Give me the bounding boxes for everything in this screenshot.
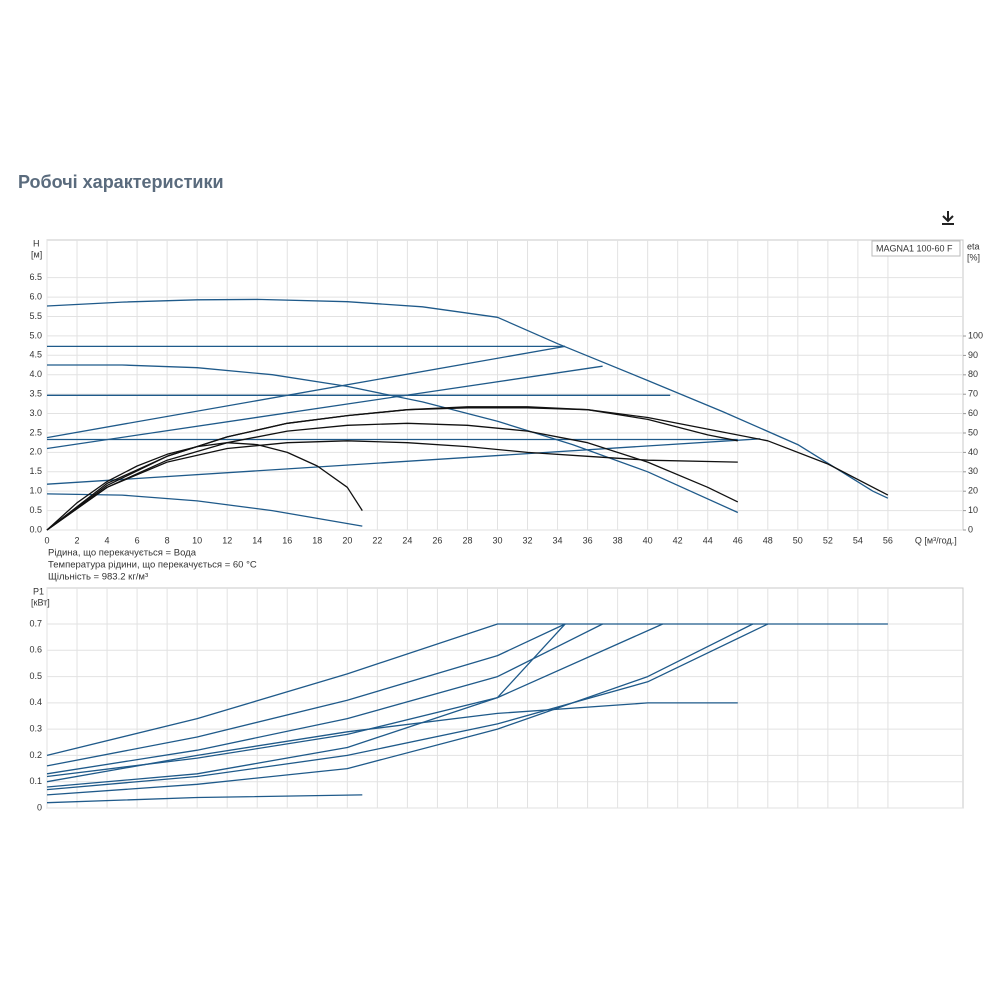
y-tick-label: 0.6	[29, 645, 42, 655]
y-tick-label: 1.5	[29, 466, 42, 476]
x-tick-label: 28	[462, 535, 472, 545]
plot-area	[46, 239, 964, 531]
x-tick-label: 38	[613, 535, 623, 545]
y-tick-label: 3.0	[29, 408, 42, 418]
y2-tick-label: 30	[968, 466, 978, 476]
y2-tick-label: 90	[968, 350, 978, 360]
x-tick-label: 2	[75, 535, 80, 545]
y-axis-label: P1	[33, 586, 44, 596]
y-tick-label: 6.5	[29, 272, 42, 282]
curve	[46, 438, 761, 485]
y-tick-label: 0.0	[29, 524, 42, 534]
x-tick-label: 52	[823, 535, 833, 545]
y2-tick-label: 70	[968, 389, 978, 399]
y2-tick-label: 80	[968, 369, 978, 379]
x-tick-label: 22	[372, 535, 382, 545]
legend-label: MAGNA1 100-60 F	[876, 243, 953, 253]
y2-tick-label: 20	[968, 486, 978, 496]
x-tick-label: 54	[853, 535, 863, 545]
x-tick-label: 36	[583, 535, 593, 545]
y-tick-label: 2.0	[29, 447, 42, 457]
y2-tick-label: 10	[968, 505, 978, 515]
y2-tick-label: 40	[968, 447, 978, 457]
curve	[46, 406, 889, 531]
page-title: Робочі характеристики	[18, 172, 224, 192]
y-tick-label: 4.0	[29, 369, 42, 379]
x-tick-label: 24	[402, 535, 412, 545]
x-tick-label: 40	[643, 535, 653, 545]
y-tick-label: 0.3	[29, 724, 42, 734]
curve	[46, 493, 363, 527]
y-axis-unit: [м]	[31, 249, 42, 259]
x-tick-label: 10	[192, 535, 202, 545]
y2-tick-label: 50	[968, 427, 978, 437]
y-tick-label: 0.7	[29, 618, 42, 628]
y-tick-label: 0.2	[29, 750, 42, 760]
curve	[46, 702, 738, 783]
curve	[46, 623, 888, 757]
curve	[46, 623, 566, 788]
curve	[46, 794, 363, 804]
y-tick-label: 2.5	[29, 427, 42, 437]
x-tick-label: 46	[733, 535, 743, 545]
y-axis-unit: [кВт]	[31, 597, 50, 607]
x-axis-label: Q [м³/год.]	[915, 535, 957, 545]
x-tick-label: 18	[312, 535, 322, 545]
curve	[46, 623, 769, 791]
y-tick-label: 5.0	[29, 330, 42, 340]
download-icon[interactable]	[942, 211, 954, 225]
y-tick-label: 6.0	[29, 291, 42, 301]
curve	[46, 623, 566, 767]
y-tick-label: 0.1	[29, 776, 42, 786]
y-axis-label: H	[33, 238, 40, 248]
y2-axis-unit: [%]	[967, 252, 980, 262]
curve	[46, 442, 363, 531]
curve	[47, 364, 739, 514]
note: Температура рідини, що перекачується = 6…	[48, 560, 257, 571]
note: Рідина, що перекачується = Вода	[48, 548, 197, 559]
curve	[46, 623, 754, 796]
y-tick-label: 0.4	[29, 697, 42, 707]
y-tick-label: 0	[37, 802, 42, 812]
x-tick-label: 6	[135, 535, 140, 545]
x-tick-label: 50	[793, 535, 803, 545]
curve	[46, 440, 738, 531]
curve	[46, 298, 889, 499]
x-tick-label: 32	[523, 535, 533, 545]
legend-box	[871, 240, 961, 257]
x-tick-label: 30	[492, 535, 502, 545]
x-tick-label: 48	[763, 535, 773, 545]
y-tick-label: 0.5	[29, 671, 42, 681]
x-tick-label: 26	[432, 535, 442, 545]
y-tick-label: 4.5	[29, 350, 42, 360]
y-tick-label: 1.0	[29, 486, 42, 496]
x-tick-label: 4	[105, 535, 110, 545]
note: Щільність = 983.2 кг/м³	[48, 572, 148, 583]
y2-tick-label: 60	[968, 408, 978, 418]
x-tick-label: 12	[222, 535, 232, 545]
y2-tick-label: 100	[968, 330, 983, 340]
y-tick-label: 3.5	[29, 388, 42, 398]
y-tick-label: 0.5	[29, 505, 42, 515]
curve	[46, 422, 739, 531]
y-tick-label: 5.5	[29, 311, 42, 321]
x-tick-label: 34	[553, 535, 563, 545]
x-tick-label: 20	[342, 535, 352, 545]
x-tick-label: 16	[282, 535, 292, 545]
y2-axis-label: eta	[967, 241, 980, 251]
x-tick-label: 44	[703, 535, 713, 545]
x-tick-label: 56	[883, 535, 893, 545]
y2-tick-label: 0	[968, 524, 973, 534]
x-tick-label: 8	[165, 535, 170, 545]
curve	[46, 345, 566, 439]
x-tick-label: 14	[252, 535, 262, 545]
curve	[46, 365, 603, 450]
x-tick-label: 42	[673, 535, 683, 545]
x-tick-label: 0	[44, 535, 49, 545]
